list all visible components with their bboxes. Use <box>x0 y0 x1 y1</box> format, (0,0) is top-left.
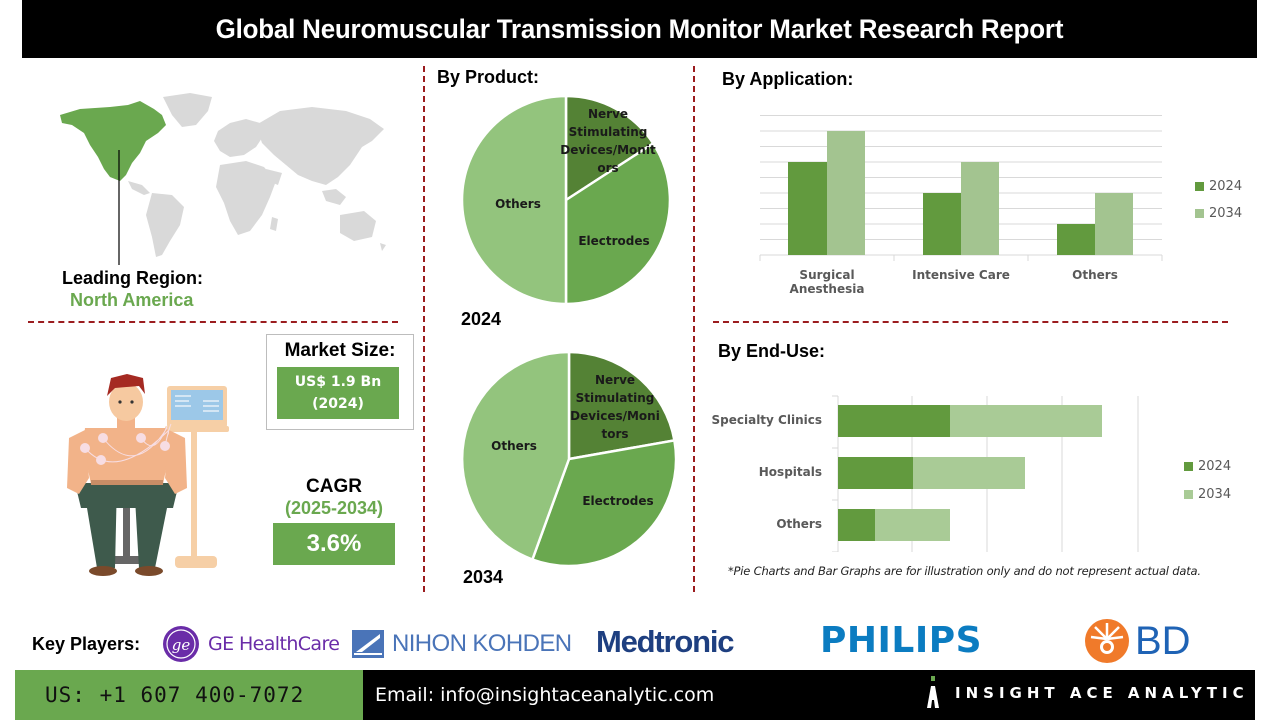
pie-slice-others-2024 <box>460 94 568 306</box>
application-bar-chart <box>759 115 1163 261</box>
app-axis-label-surgical: Surgical Anesthesia <box>789 268 865 296</box>
divider-vertical-right <box>693 66 695 592</box>
page-title: Global Neuromuscular Transmission Monito… <box>215 13 1064 44</box>
svg-text:Stimulating: Stimulating <box>576 391 655 405</box>
enduse-bar-chart <box>832 395 1139 552</box>
svg-text:Others: Others <box>491 439 537 453</box>
world-map <box>60 93 386 265</box>
divider-vertical-left <box>423 66 425 592</box>
logo-philips: PHILIPS <box>820 620 983 661</box>
pie-slice-electrodes-2034 <box>530 438 678 568</box>
footer-phone[interactable]: US: +1 607 400-7072 <box>15 670 363 720</box>
svg-text:Electrodes: Electrodes <box>582 494 653 508</box>
brand-name: INSIGHT ACE ANALYTIC <box>955 684 1249 702</box>
svg-text:Devices/Moni: Devices/Moni <box>570 409 660 423</box>
pie-slice-electrodes-2024 <box>564 141 672 306</box>
app-legend-2034: 2034 <box>1195 206 1242 221</box>
svg-text:ge: ge <box>172 636 191 654</box>
bar-enduse-others-2024 <box>838 509 875 541</box>
market-size-amount: US$ 1.9 Bn <box>294 374 382 390</box>
logo-nihon-kohden: NIHON KOHDEN <box>352 630 572 658</box>
bar-intensive-2034 <box>961 162 999 255</box>
cagr-period: (2025-2034) <box>284 498 384 518</box>
divider-horizontal-left <box>28 321 398 323</box>
enduse-section-title: By End-Use: <box>718 341 826 361</box>
pie-slice-nerve-2034 <box>567 350 676 461</box>
patient-monitor-illustration <box>67 374 229 576</box>
market-size-card: Market Size: US$ 1.9 Bn (2024) <box>266 334 414 430</box>
bar-surgical-2024 <box>788 162 827 255</box>
pie-year-2024: 2024 <box>461 309 502 329</box>
svg-text:tors: tors <box>601 427 628 441</box>
market-size-year: (2024) <box>312 396 364 412</box>
footer-email[interactable]: Email: info@insightaceanalytic.com <box>363 670 1255 720</box>
bar-hospitals-2034 <box>913 457 1025 489</box>
app-axis-label-others: Others <box>1072 268 1118 282</box>
pie-slice-nerve-2024 <box>564 94 655 203</box>
app-legend-2024: 2024 <box>1195 179 1242 194</box>
bar-others-2024 <box>1057 224 1095 255</box>
product-section-title: By Product: <box>437 67 540 87</box>
pie-chart-2024: Nerve Stimulating Devices/Monit ors Elec… <box>460 94 672 306</box>
enduse-axis-label-hospitals: Hospitals <box>758 465 822 479</box>
disclaimer-note: *Pie Charts and Bar Graphs are for illus… <box>728 564 1201 578</box>
logo-bd: BD <box>1083 617 1191 665</box>
brand-logo: INSIGHT ACE ANALYTIC <box>925 676 1249 710</box>
app-axis-label-intensive: Intensive Care <box>912 268 1010 282</box>
logo-ge-healthcare: ge GE HealthCare <box>162 625 340 663</box>
svg-text:Nerve: Nerve <box>588 107 628 121</box>
svg-text:Others: Others <box>495 197 541 211</box>
svg-text:Nerve: Nerve <box>595 373 635 387</box>
bar-hospitals-2024 <box>838 457 913 489</box>
enduse-legend-2024: 2024 <box>1184 459 1231 474</box>
insight-ace-a-icon <box>927 676 939 708</box>
logo-medtronic: Medtronic <box>596 624 735 659</box>
bar-others-2034 <box>1095 193 1133 255</box>
bar-enduse-others-2034 <box>875 509 950 541</box>
bd-sunburst-icon <box>1085 619 1129 663</box>
bar-specialty-2024 <box>838 405 950 437</box>
ge-monogram-icon: ge <box>163 626 199 662</box>
pie-slice-others-2034 <box>460 350 571 562</box>
bar-surgical-2034 <box>827 131 865 255</box>
svg-text:Electrodes: Electrodes <box>578 234 649 248</box>
cagr-title: CAGR <box>306 476 362 497</box>
divider-horizontal-right <box>713 321 1228 323</box>
cagr-value: 3.6% <box>273 523 395 565</box>
svg-text:Devices/Monit: Devices/Monit <box>560 143 656 157</box>
bar-intensive-2024 <box>923 193 961 255</box>
enduse-axis-label-others: Others <box>776 517 822 531</box>
key-players-label: Key Players: <box>32 634 141 654</box>
title-bar: Global Neuromuscular Transmission Monito… <box>22 0 1257 58</box>
svg-text:ors: ors <box>597 161 618 175</box>
nihon-kohden-mark-icon <box>352 630 384 658</box>
enduse-axis-label-specialty: Specialty Clinics <box>711 413 823 427</box>
market-size-value: US$ 1.9 Bn (2024) <box>277 367 399 419</box>
enduse-legend-2034: 2034 <box>1184 487 1231 502</box>
leading-region-label: Leading Region: <box>62 268 203 288</box>
pie-year-2034: 2034 <box>463 567 504 587</box>
bar-specialty-2034 <box>950 405 1102 437</box>
market-size-title: Market Size: <box>284 340 396 361</box>
application-section-title: By Application: <box>722 69 854 89</box>
svg-text:Stimulating: Stimulating <box>569 125 648 139</box>
leading-region-value: North America <box>70 290 194 310</box>
pie-chart-2034: Nerve Stimulating Devices/Moni tors Elec… <box>460 350 678 568</box>
